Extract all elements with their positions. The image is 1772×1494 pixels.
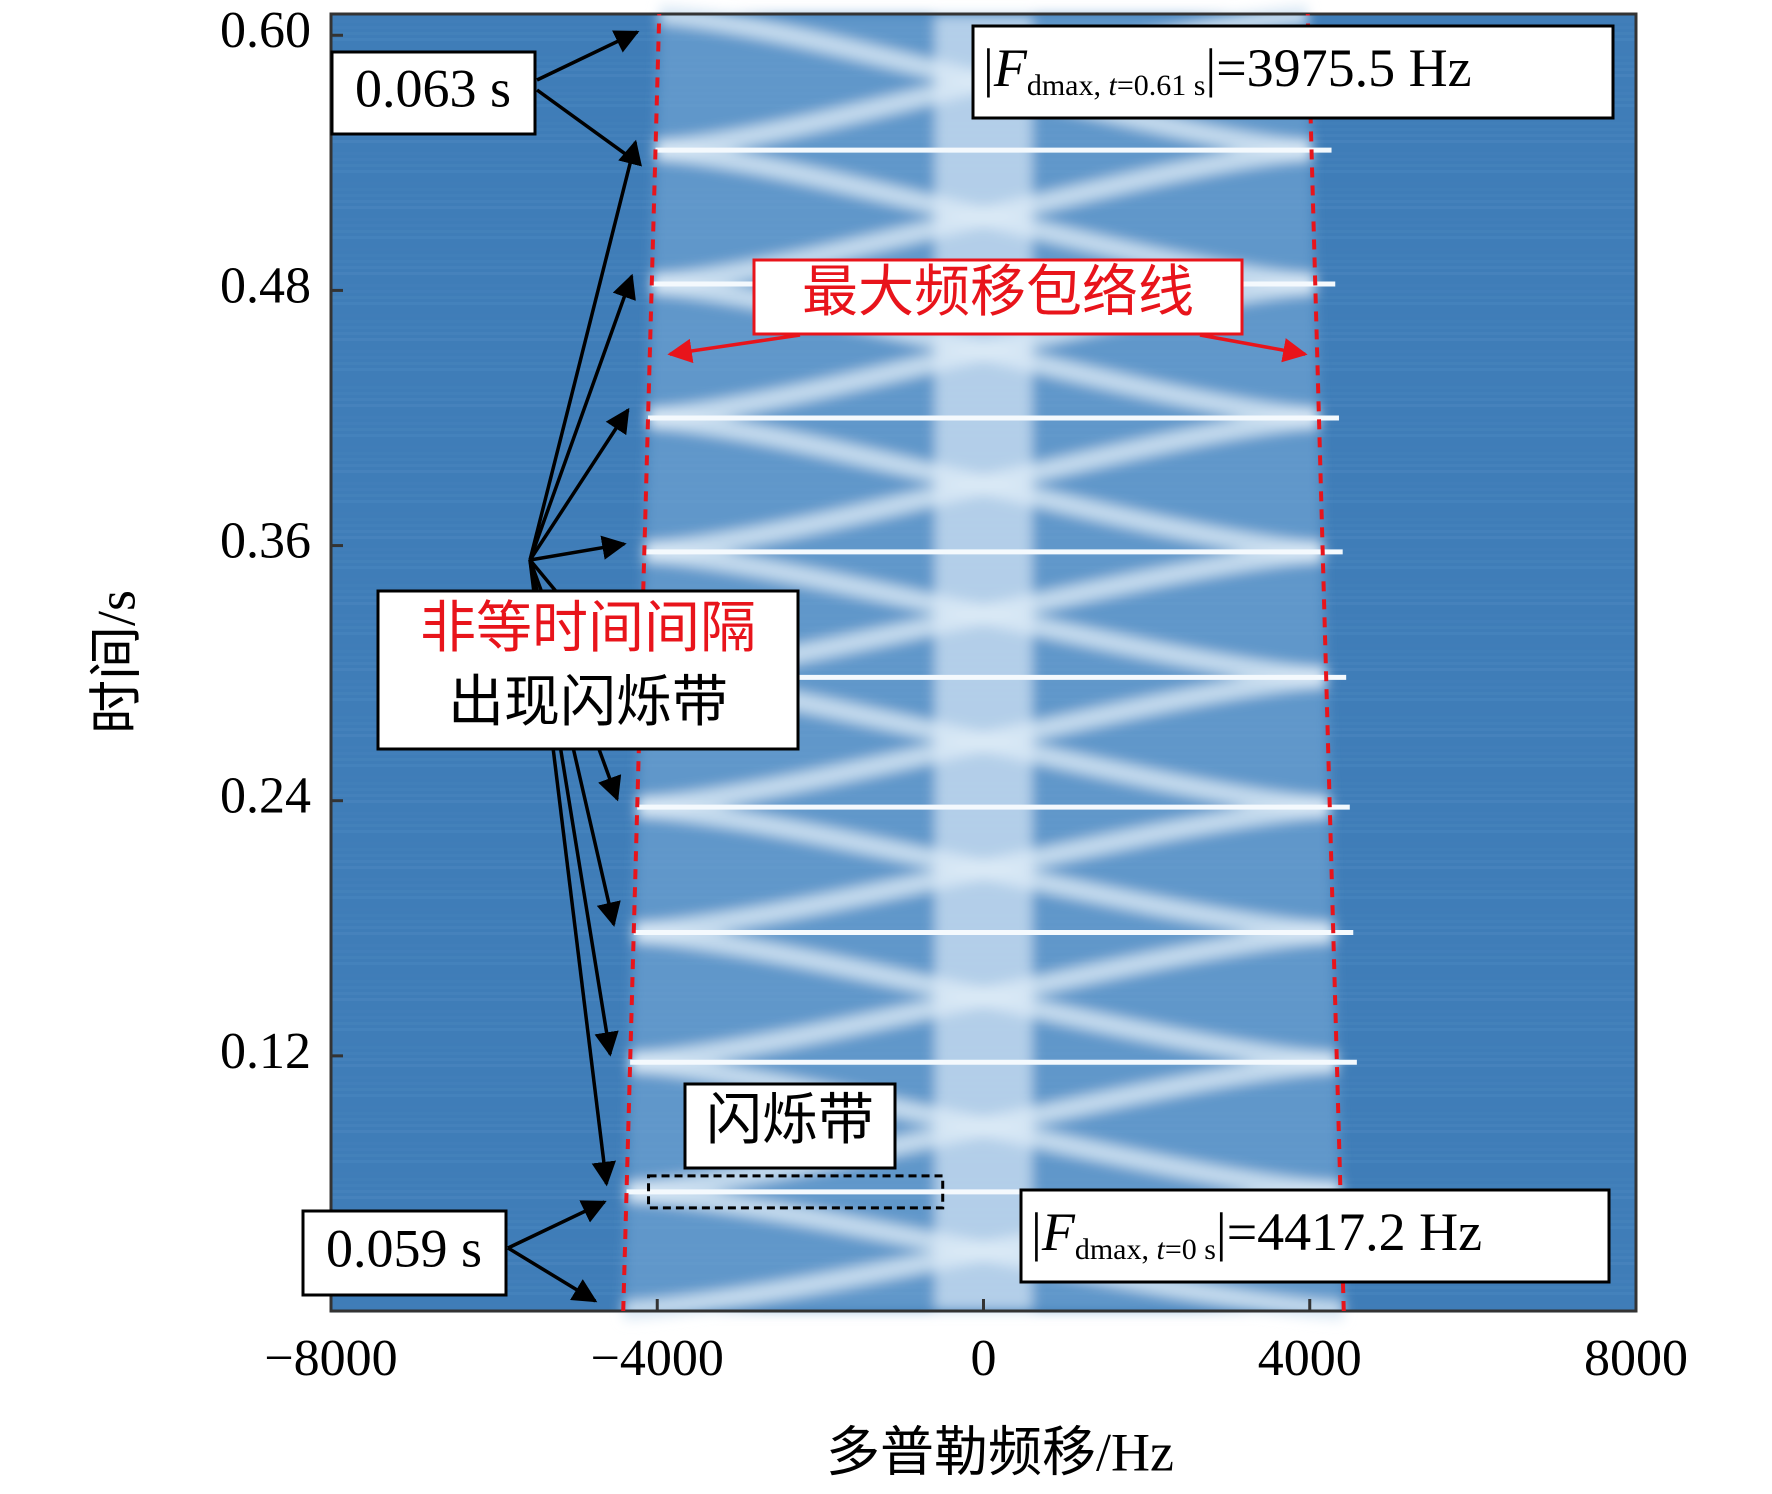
fdmax_bottom-box [1019, 1188, 1611, 1284]
fdmax_top-box [971, 24, 1615, 120]
arrow [667, 333, 801, 364]
envelope-line [1305, 13, 1346, 1312]
y-axis-label: 时间/s [86, 590, 146, 734]
x-tick-label: 8000 [1584, 1330, 1688, 1387]
doppler-trace [625, 1181, 1345, 1321]
label-part: =0.61 s [1117, 69, 1206, 102]
doppler-trace [643, 541, 1327, 688]
interval-top: 0.063 s [355, 58, 511, 118]
flicker-highlight [647, 1174, 945, 1210]
label-part: F [1041, 1202, 1076, 1262]
arrow [528, 139, 642, 561]
x-tick-label: 0 [971, 1330, 997, 1387]
flicker-label: 闪烁带 [706, 1090, 874, 1152]
envelope-label: 最大频移包络线 [802, 262, 1194, 324]
arrow [507, 1200, 607, 1250]
note-box [376, 589, 800, 751]
label-part: | [983, 38, 994, 98]
fdmax_bottom: |Fdmax, t=0 s|=4417.2 Hz [1031, 1202, 1482, 1266]
doppler-trace [632, 922, 1338, 1073]
y-tick-label: 0.48 [220, 257, 311, 314]
note-line-2: 出现闪烁带 [448, 672, 728, 734]
y-tick-label: 0.60 [220, 2, 311, 59]
label-part: |=3975.5 Hz [1205, 38, 1471, 98]
flicker-label-box [683, 1082, 897, 1170]
label-part: |=4417.2 Hz [1216, 1202, 1482, 1262]
arrow [536, 30, 640, 82]
note-line-1: 非等时间间隔 [420, 598, 756, 660]
arrow [528, 273, 636, 561]
doppler-trace [636, 797, 1334, 943]
label-part: dmax, [1027, 69, 1109, 102]
y-tick-label: 0.12 [220, 1023, 311, 1080]
fdmax_top: |Fdmax, t=0.61 s|=3975.5 Hz [983, 38, 1472, 102]
interval-top-box [330, 50, 537, 136]
label-part: =0 s [1165, 1233, 1216, 1266]
arrow [529, 535, 627, 562]
interval-bottom-box [301, 1209, 508, 1297]
arrow [507, 1246, 598, 1303]
pointer [535, 88, 627, 156]
plot-area [329, 4, 1638, 1321]
label-part: t [1108, 69, 1117, 102]
envelope-label-box [752, 258, 1244, 336]
interval-bottom: 0.059 s [326, 1218, 482, 1278]
arrow [528, 407, 630, 561]
x-tick-label: −4000 [591, 1330, 724, 1387]
label-part: t [1156, 1233, 1165, 1266]
doppler-trace [650, 274, 1320, 428]
arrow [1199, 333, 1308, 363]
y-tick-label: 0.24 [220, 768, 311, 825]
doppler-trace [629, 1052, 1342, 1202]
label-part: | [1031, 1202, 1042, 1262]
label-part: F [993, 38, 1028, 98]
x-tick-label: 4000 [1258, 1330, 1362, 1387]
y-tick-label: 0.36 [220, 512, 311, 569]
label-part: dmax, [1075, 1233, 1157, 1266]
x-tick-label: −8000 [264, 1330, 397, 1387]
doppler-trace [647, 408, 1324, 562]
x-axis-label: 多普勒频移/Hz [826, 1422, 1174, 1482]
spectrum-glow [622, 4, 1345, 1321]
